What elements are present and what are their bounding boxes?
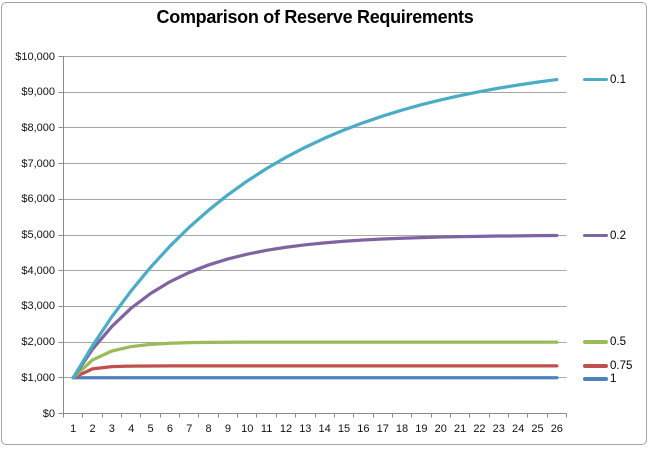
x-axis-tick-label: 20	[434, 423, 447, 435]
x-axis-tick-label: 8	[205, 423, 212, 435]
series-line-0.2	[71, 233, 559, 380]
x-axis-tick-label: 25	[531, 423, 544, 435]
series-end-label-0.1: 0.1	[583, 73, 626, 87]
x-axis-tick-label: 21	[453, 423, 467, 435]
x-axis-tick-label: 12	[279, 423, 293, 435]
y-axis-tick-label: $1,000	[21, 371, 55, 384]
x-axis-tick-label: 9	[224, 423, 231, 435]
y-axis-tick-label: $0	[42, 407, 55, 420]
series-swatch-icon	[583, 377, 608, 381]
series-swatch-icon	[583, 77, 608, 82]
y-axis-tick-label: $10,000	[15, 50, 55, 63]
series-name: 0.1	[610, 73, 626, 86]
x-axis-tick-label: 3	[108, 423, 115, 435]
x-axis-tick-label: 4	[128, 423, 135, 435]
x-axis-tick-label: 10	[241, 423, 254, 435]
series-name: 0.75	[610, 359, 633, 372]
y-axis-tick-label: $7,000	[21, 157, 55, 170]
x-axis-tick-label: 26	[550, 423, 563, 435]
x-axis-tick-label: 13	[299, 423, 312, 435]
x-axis-tick-label: 7	[186, 423, 193, 435]
y-axis-tick-label: $6,000	[21, 193, 55, 206]
x-axis-tick-label: 11	[260, 423, 273, 435]
series-swatch-icon	[583, 340, 608, 344]
x-axis-tick-label: 23	[492, 423, 505, 435]
y-axis-tick-label: $5,000	[21, 229, 55, 241]
y-axis-tick-label: $4,000	[21, 264, 55, 277]
x-axis-tick-label: 5	[147, 423, 154, 435]
series-line-0.5	[71, 340, 559, 380]
y-axis-tick-label: $8,000	[21, 121, 55, 134]
series-line-0.1	[71, 77, 559, 380]
series-line-0.75	[71, 364, 559, 380]
series-name: 0.5	[610, 336, 626, 349]
chart-title: Comparison of Reserve Requirements	[156, 7, 474, 27]
series-end-label-0.5: 0.5	[583, 335, 626, 349]
x-axis-tick-label: 22	[473, 423, 486, 435]
x-axis-tick-label: 16	[357, 423, 370, 435]
x-axis-tick-label: 24	[512, 423, 525, 435]
x-axis-tick-label: 2	[89, 423, 96, 435]
y-axis-tick-label: $3,000	[21, 300, 55, 313]
x-axis-tick-label: 18	[395, 423, 409, 435]
series-end-label-0.2: 0.2	[583, 229, 626, 243]
y-axis-tick-label: $2,000	[21, 336, 55, 349]
y-axis-tick-label: $9,000	[21, 86, 55, 99]
x-axis-tick-label: 19	[415, 423, 428, 435]
series-swatch-icon	[583, 233, 608, 238]
series-end-label-0.75: 0.75	[583, 359, 632, 373]
chart-border	[1, 2, 647, 445]
x-axis-tick-label: 15	[337, 423, 351, 435]
x-axis-tick-label: 1	[70, 423, 77, 435]
series-name: 0.2	[610, 229, 626, 242]
x-axis-tick-label: 6	[166, 423, 173, 435]
series-swatch-icon	[583, 364, 608, 368]
x-axis-tick-label: 17	[376, 423, 389, 435]
x-axis-tick-label: 14	[318, 423, 331, 435]
series-name: 1	[610, 372, 617, 385]
series-end-label-1: 1	[583, 372, 616, 386]
